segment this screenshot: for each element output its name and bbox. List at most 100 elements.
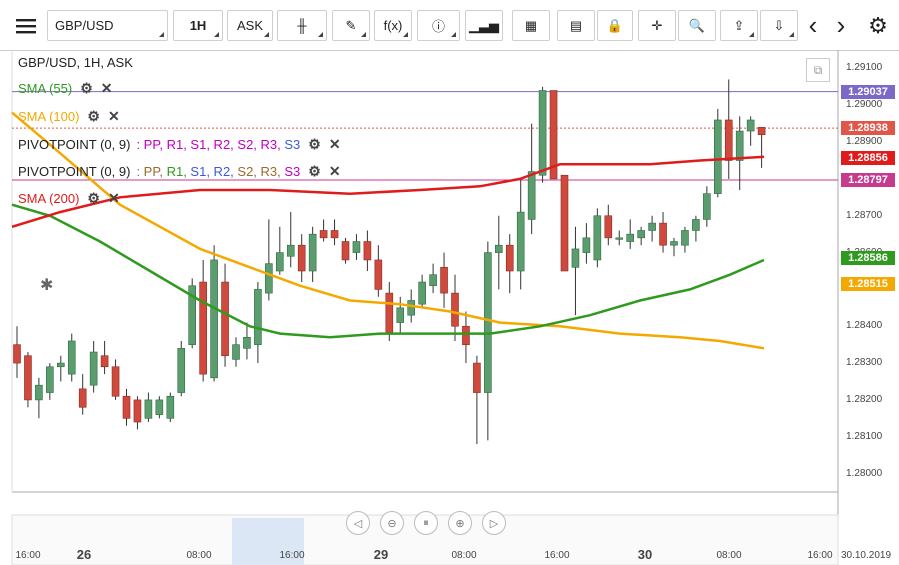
candle-body: [144, 399, 153, 419]
popout-icon[interactable]: ⧉: [806, 58, 830, 82]
time-axis-label: 30.10.2019: [840, 550, 892, 561]
time-axis-label: 08:00: [451, 550, 477, 561]
info-icon[interactable]: ⓘ: [417, 10, 460, 41]
candle-body: [13, 344, 21, 364]
zoom-out-icon[interactable]: ⊖: [380, 511, 404, 535]
reset-icon[interactable]: ⏸: [414, 511, 438, 535]
gear-icon[interactable]: ⚙: [308, 136, 321, 152]
gear-icon[interactable]: ⚙: [87, 108, 100, 124]
price-tick-label: 1.28100: [846, 430, 883, 442]
pivot-param-label: R3,: [256, 137, 281, 152]
close-icon[interactable]: ✕: [100, 80, 113, 96]
candle-body: [100, 355, 109, 368]
crosshair-icon[interactable]: ✛: [638, 10, 676, 41]
close-icon[interactable]: ✕: [107, 190, 120, 206]
price-marker-label: 1.28586: [841, 250, 895, 265]
symbol-selector[interactable]: GBP/USD: [47, 10, 168, 41]
candle-body: [681, 230, 689, 246]
dropdown-corner-icon: [749, 32, 754, 37]
pivot-param-label: S1,: [186, 137, 210, 152]
dropdown-corner-icon: [789, 32, 794, 37]
time-axis-label: 16:00: [279, 550, 305, 561]
candle-body: [396, 307, 405, 323]
pivot-param-label: R1,: [162, 164, 187, 179]
candle-body: [670, 241, 678, 246]
candle-body: [133, 399, 142, 423]
legend-sma100: SMA (100) ⚙ ✕: [18, 108, 120, 125]
candle-body: [199, 281, 207, 375]
candle-body: [254, 289, 262, 345]
calculator-icon[interactable]: ▤: [557, 10, 595, 41]
cloud-download-icon[interactable]: ⇩: [760, 10, 798, 41]
function-icon[interactable]: f(x): [374, 10, 412, 41]
next-icon[interactable]: ›: [836, 10, 846, 40]
gear-icon[interactable]: ⚙: [80, 80, 93, 96]
overview-window: [232, 518, 304, 565]
candle-body: [177, 348, 186, 393]
hamburger-icon[interactable]: [10, 10, 42, 41]
candle-body: [659, 222, 667, 246]
timeframe-selector[interactable]: 1H: [173, 10, 223, 41]
price-type-selector[interactable]: ASK: [227, 10, 273, 41]
volume-bars-icon[interactable]: ▁▃▅: [465, 10, 503, 41]
dropdown-corner-icon: [214, 32, 219, 37]
candle-body: [330, 230, 339, 239]
candle-body: [46, 366, 54, 393]
toolbar: GBP/USD 1H ASK ╫ ✎ f(x) ⓘ ▁▃▅ ▦ ▤ 🔒 ✛ 🔍 ⇪ ⇩ ‹ › ⚙: [0, 0, 899, 51]
prev-icon[interactable]: ‹: [808, 10, 818, 40]
price-tick-label: 1.28700: [846, 209, 883, 221]
pivot-param-label: S2,: [233, 137, 257, 152]
settings-gear-icon[interactable]: ⚙: [868, 12, 888, 38]
candle-body: [571, 248, 580, 268]
candle-body: [560, 174, 569, 272]
candle-body: [210, 259, 218, 379]
draw-pencil-icon[interactable]: ✎: [332, 10, 370, 41]
candle-body: [67, 340, 76, 375]
candle-body: [89, 351, 98, 386]
scroll-left-icon[interactable]: ◁: [346, 511, 370, 535]
price-tick-label: 1.28000: [846, 467, 883, 479]
pivot-param-label: R1,: [162, 137, 187, 152]
cloud-upload-icon[interactable]: ⇪: [720, 10, 758, 41]
gear-icon[interactable]: ⚙: [87, 190, 100, 206]
candle-body: [418, 281, 426, 305]
zoom-icon[interactable]: 🔍: [678, 10, 716, 41]
close-icon[interactable]: ✕: [328, 163, 341, 179]
legend-pivot-1-params: : PP, R1, S1, R2, S2, R3, S3: [136, 137, 300, 152]
time-axis-label: 16:00: [15, 550, 41, 561]
price-marker-label: 1.28797: [841, 173, 895, 188]
candle-body: [122, 395, 131, 419]
chart-area[interactable]: GBP/USD, 1H, ASK SMA (55) ⚙ ✕ SMA (100) …: [0, 50, 899, 565]
time-axis-label: 16:00: [807, 550, 833, 561]
price-chart[interactable]: [0, 50, 899, 565]
pivot-param-label: S1,: [186, 164, 210, 179]
dropdown-corner-icon: [403, 32, 408, 37]
price-tick-label: 1.28400: [846, 320, 883, 332]
lock-icon[interactable]: 🔒: [597, 10, 633, 41]
dropdown-corner-icon: [361, 32, 366, 37]
legend-sma200-label: SMA (200): [18, 191, 80, 206]
candle-body: [538, 90, 547, 176]
zoom-in-icon[interactable]: ⊕: [448, 511, 472, 535]
pivot-param-label: R3,: [256, 164, 281, 179]
candle-body: [735, 130, 744, 161]
candle-body: [56, 362, 65, 368]
close-icon[interactable]: ✕: [107, 108, 120, 124]
candle-body: [527, 171, 536, 220]
candle-body: [265, 263, 273, 294]
candle-body: [166, 395, 175, 419]
scroll-right-icon[interactable]: ▷: [482, 511, 506, 535]
candle-body: [24, 355, 32, 401]
legend-sma200: SMA (200) ⚙ ✕: [18, 190, 120, 207]
spider-icon[interactable]: ✱: [40, 277, 54, 294]
candle-body: [297, 244, 306, 272]
calendar-icon[interactable]: ▦: [512, 10, 550, 41]
chart-type-icon[interactable]: ╫: [277, 10, 327, 41]
close-icon[interactable]: ✕: [328, 136, 341, 152]
price-tick-label: 1.29000: [846, 99, 883, 111]
candle-body: [505, 244, 514, 272]
candle-body: [494, 244, 503, 253]
gear-icon[interactable]: ⚙: [308, 163, 321, 179]
price-tick-label: 1.28300: [846, 357, 883, 369]
time-axis-label: 08:00: [716, 550, 742, 561]
